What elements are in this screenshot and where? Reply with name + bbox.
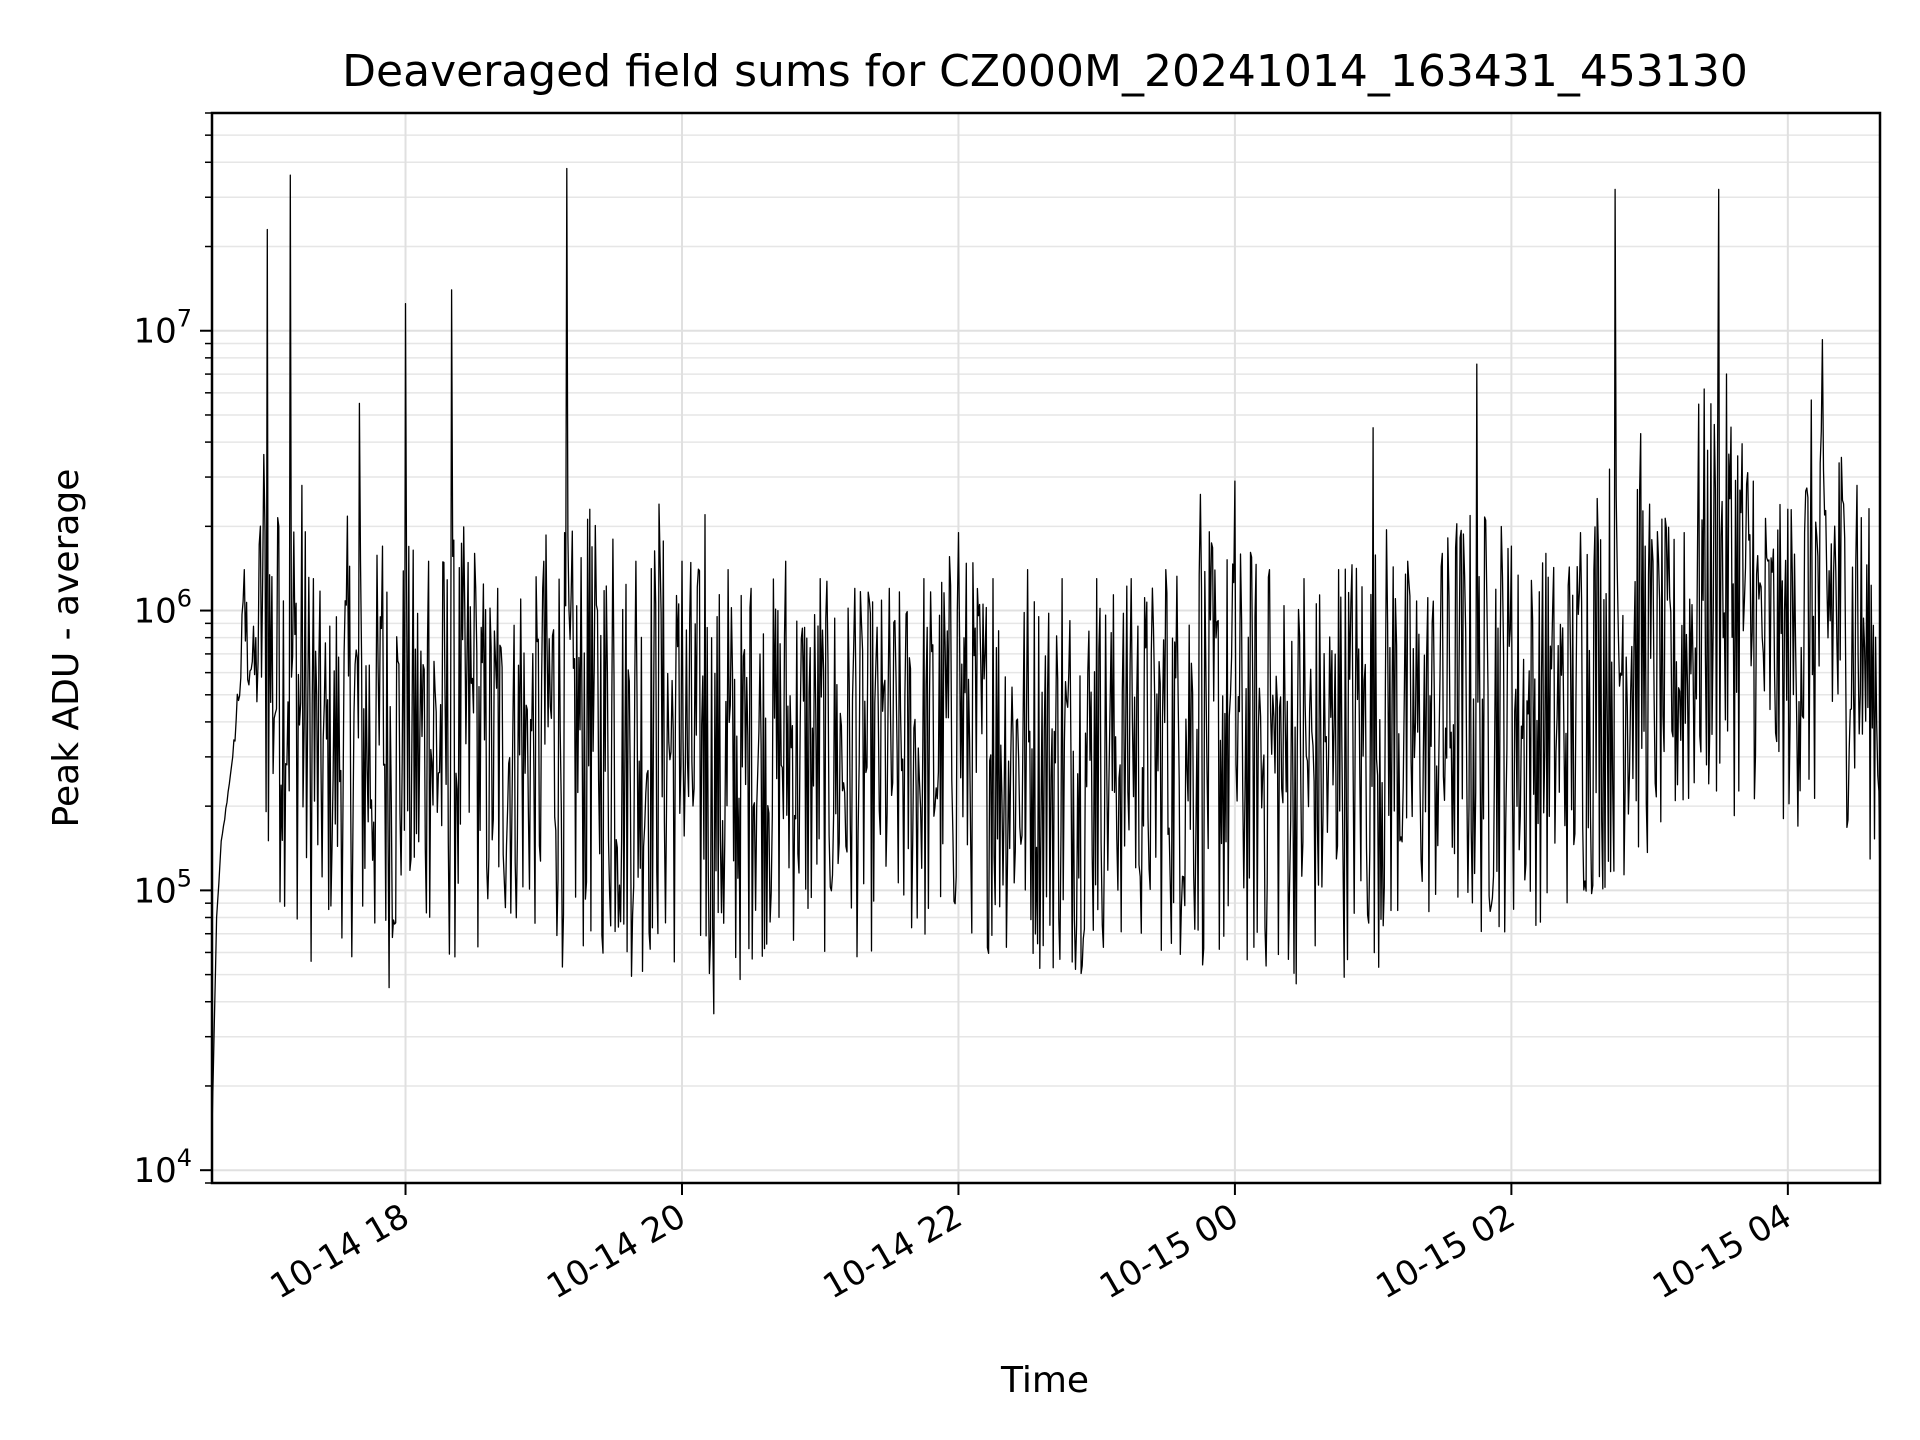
- x-axis-label: Time: [1000, 1360, 1089, 1401]
- y-axis-ticks: 104 105 106 107: [133, 112, 212, 1191]
- y-axis-label: Peak ADU - average: [46, 469, 87, 828]
- y-tick-label: 105: [133, 864, 192, 911]
- y-tick-label: 107: [133, 305, 192, 352]
- grid-major: [212, 113, 1880, 1183]
- chart-title: Deaveraged field sums for CZ000M_2024101…: [342, 46, 1748, 97]
- series-line: [211, 167, 1881, 1130]
- series-layer: [211, 167, 1881, 1130]
- y-tick-label: 106: [133, 585, 192, 632]
- plot-frame: [210, 111, 1882, 1185]
- y-tick-label: 104: [133, 1144, 192, 1191]
